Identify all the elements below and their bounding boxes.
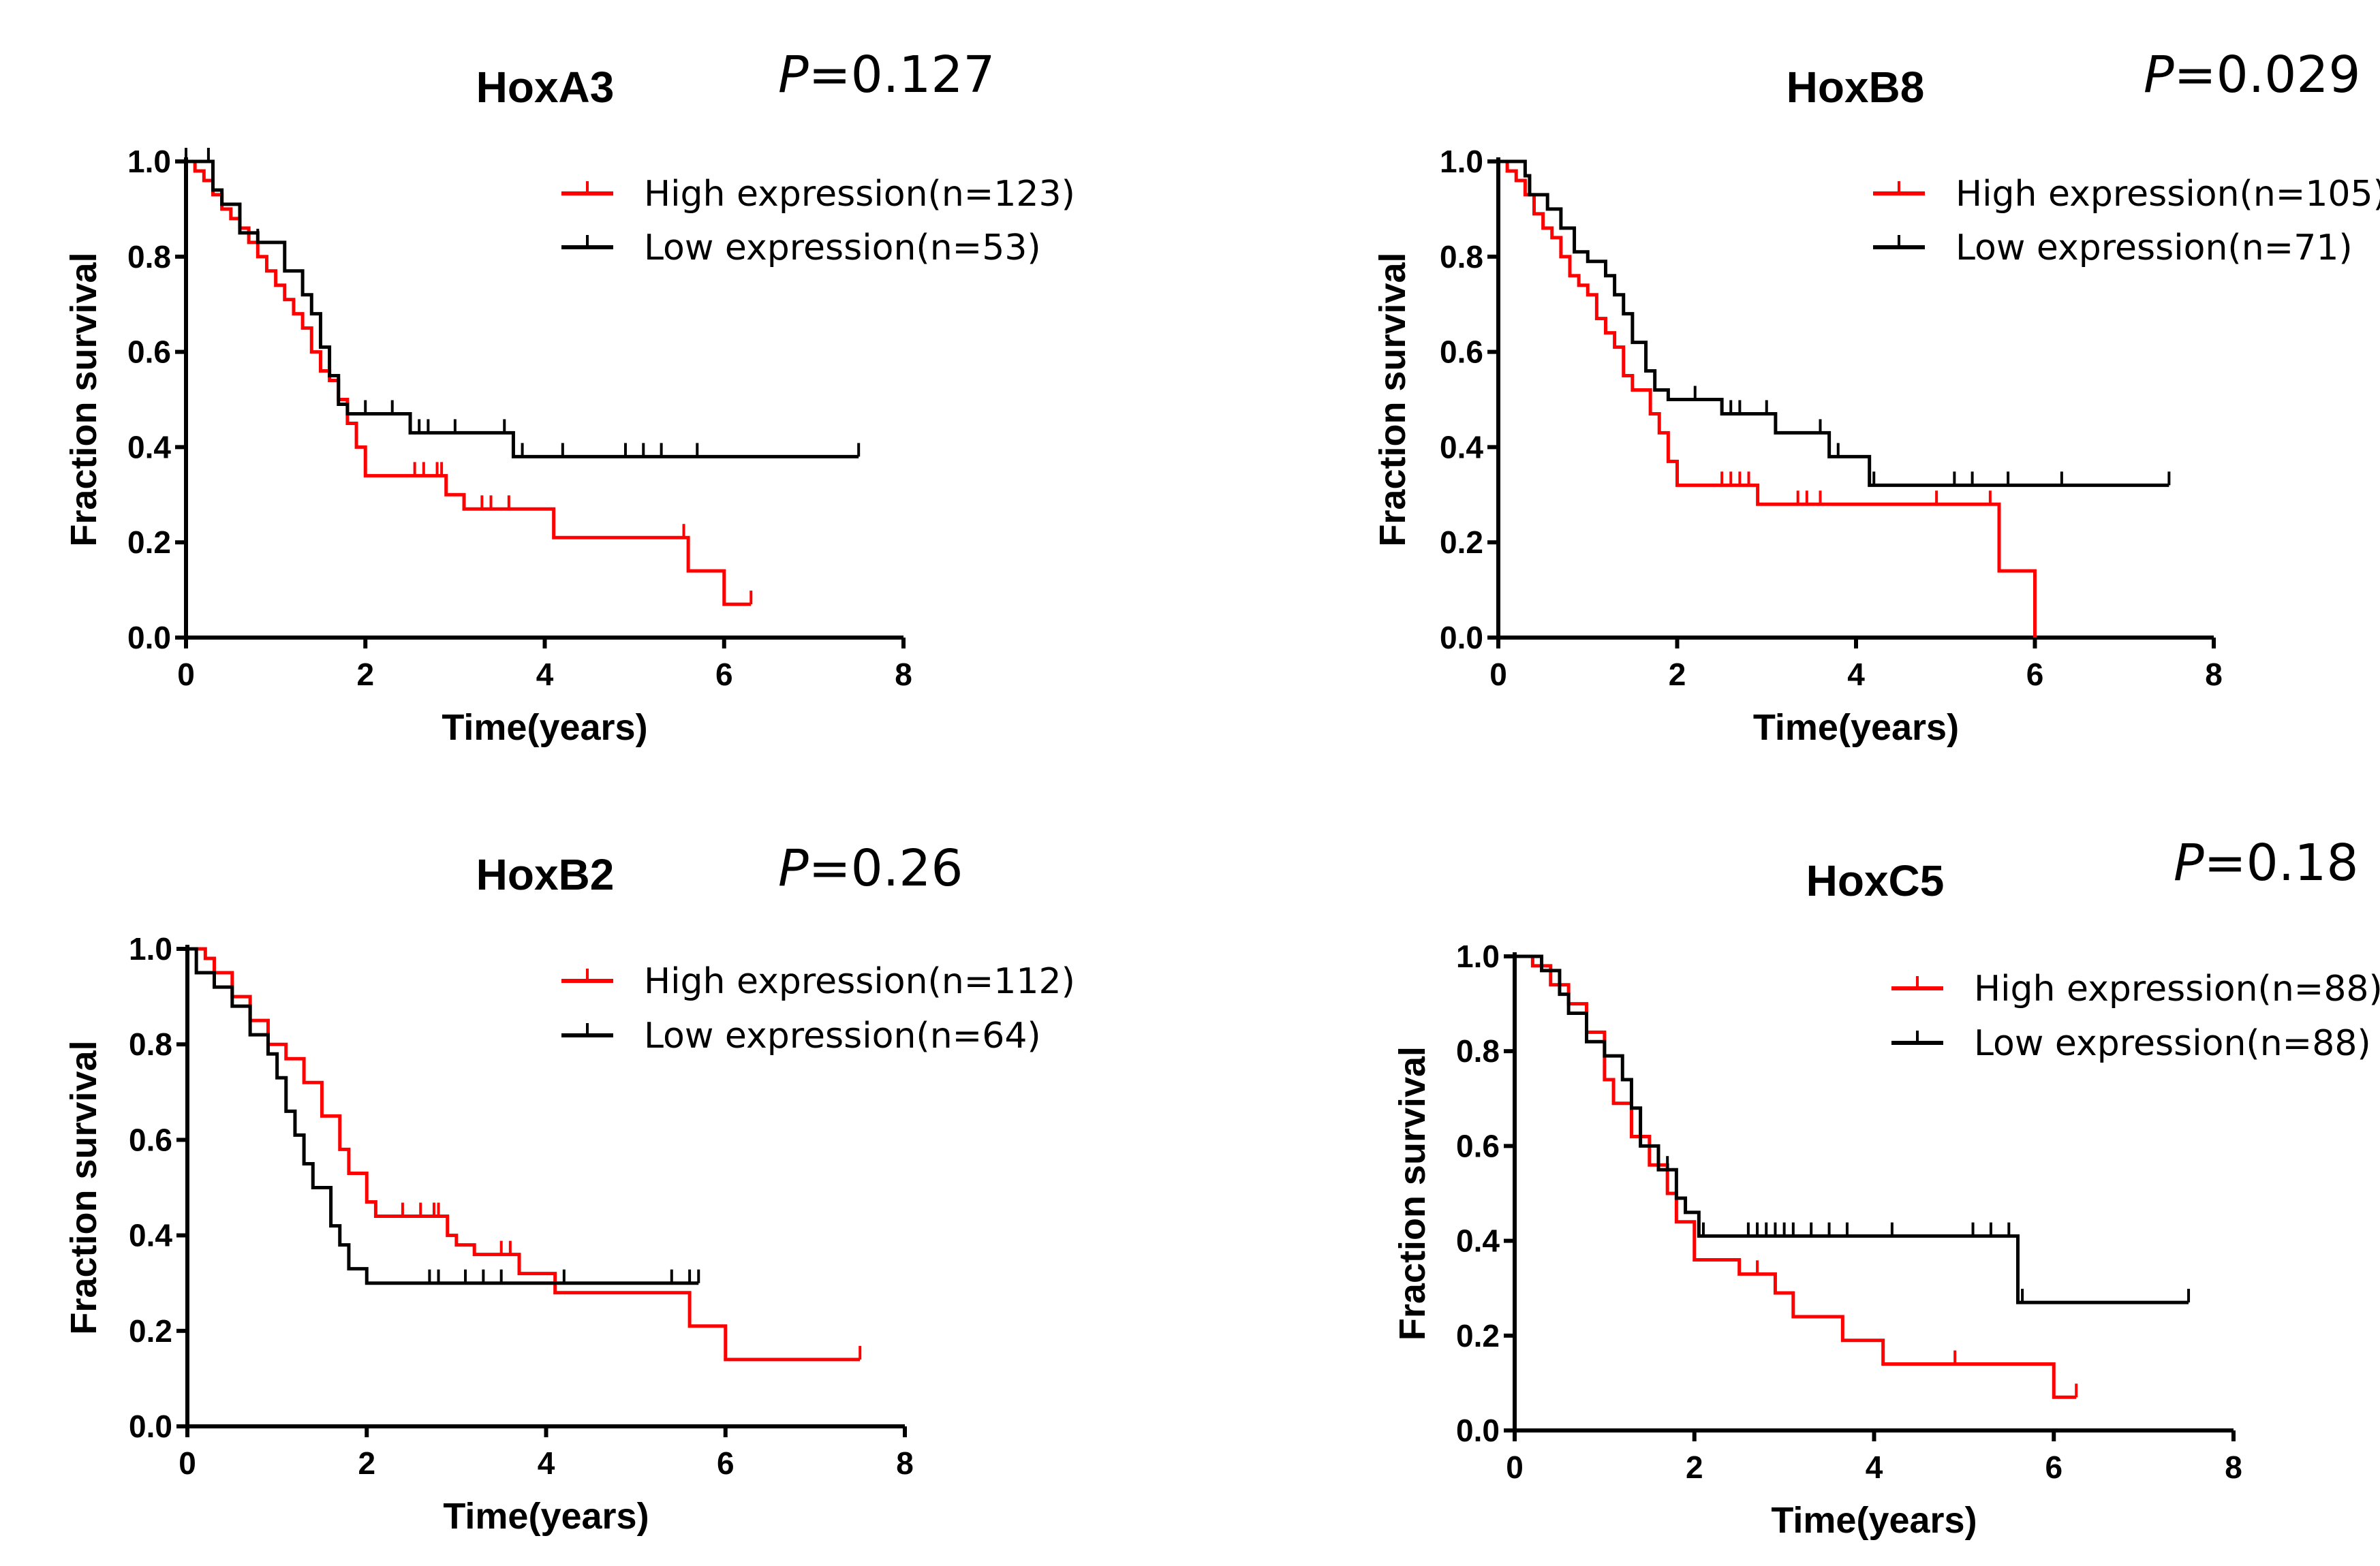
chart-title: HoxB2 [476, 850, 615, 899]
chart-title: HoxB8 [1787, 63, 1925, 112]
x-tick-label: 4 [1866, 1450, 1883, 1485]
y-tick-label: 0.8 [1456, 1033, 1500, 1069]
x-tick-label: 2 [356, 657, 374, 692]
legend-label: Low expression(n=53) [644, 228, 1041, 268]
chart-title: HoxC5 [1806, 856, 1945, 905]
y-tick-label: 0.0 [127, 620, 171, 655]
p-value: P=0.18 [2174, 834, 2358, 892]
series-low: Low expression(n=64) [187, 947, 1041, 1285]
p-number: =0.26 [809, 839, 963, 898]
series-high: High expression(n=123) [186, 159, 1075, 606]
x-tick-label: 4 [1847, 657, 1865, 692]
y-tick-label: 1.0 [1456, 939, 1500, 974]
x-tick-label: 0 [179, 1445, 196, 1481]
y-tick-label: 0.0 [129, 1409, 172, 1444]
survival-curve [186, 159, 752, 606]
x-tick-label: 2 [1686, 1450, 1703, 1485]
legend-label: Low expression(n=88) [1974, 1023, 2371, 1064]
y-tick-label: 1.0 [129, 931, 172, 967]
survival-curve [1515, 954, 2189, 1304]
y-tick-label: 0.2 [1440, 524, 1483, 560]
legend-label: High expression(n=123) [644, 174, 1075, 215]
y-axis-label: Fraction survival [63, 252, 104, 546]
x-tick-label: 2 [1669, 657, 1686, 692]
x-tick-label: 0 [177, 657, 195, 692]
p-label: P [2174, 834, 2204, 892]
x-tick-label: 2 [358, 1445, 375, 1481]
y-tick-label: 0.6 [1456, 1128, 1500, 1163]
series-high: High expression(n=105) [1498, 159, 2380, 638]
p-label: P [778, 839, 809, 898]
survival-curve [1498, 159, 2169, 487]
x-tick-label: 6 [715, 657, 733, 692]
legend-label: High expression(n=88) [1974, 969, 2380, 1009]
y-tick-label: 0.6 [1440, 334, 1483, 370]
legend-label: High expression(n=105) [1956, 174, 2380, 215]
p-value: P=0.127 [778, 46, 995, 104]
legend-label: Low expression(n=71) [1956, 228, 2353, 268]
p-number: =0.18 [2204, 834, 2359, 892]
y-tick-label: 1.0 [1440, 144, 1483, 179]
legend-label: Low expression(n=64) [644, 1016, 1041, 1056]
p-number: =0.029 [2174, 46, 2361, 104]
x-axis-label: Time(years) [442, 707, 647, 748]
y-tick-label: 0.2 [127, 524, 171, 560]
x-tick-label: 6 [717, 1445, 735, 1481]
chart-title: HoxA3 [476, 63, 615, 112]
y-tick-label: 0.0 [1456, 1413, 1500, 1448]
x-axis-label: Time(years) [1771, 1500, 1977, 1541]
p-value: P=0.029 [2144, 46, 2360, 104]
series-low: Low expression(n=53) [185, 148, 1041, 458]
y-tick-label: 0.0 [1440, 620, 1483, 655]
y-axis-label: Fraction survival [63, 1040, 104, 1334]
x-tick-label: 8 [2225, 1450, 2242, 1485]
x-axis-label: Time(years) [443, 1496, 649, 1537]
km-panel-hoxb8: HoxB8 P=0.029 0 2 4 6 8 0.0 0.2 0.4 0.6 0.8 1.0 Time(… [1372, 46, 2380, 748]
x-tick-label: 6 [2026, 657, 2044, 692]
series-high: High expression(n=112) [187, 947, 1075, 1362]
y-tick-label: 0.8 [127, 239, 171, 275]
y-tick-label: 0.8 [1440, 239, 1483, 275]
survival-curve [1498, 159, 2037, 638]
x-tick-label: 4 [536, 657, 554, 692]
legend-label: High expression(n=112) [644, 961, 1075, 1002]
y-axis-label: Fraction survival [1392, 1046, 1433, 1341]
x-tick-label: 8 [895, 657, 912, 692]
x-tick-label: 0 [1506, 1450, 1524, 1485]
y-tick-label: 0.6 [129, 1122, 172, 1157]
y-tick-label: 0.2 [1456, 1318, 1500, 1353]
series-low: Low expression(n=88) [1515, 954, 2371, 1304]
x-tick-label: 8 [896, 1445, 914, 1481]
p-number: =0.127 [809, 46, 995, 104]
km-panel-hoxb2: HoxB2 P=0.26 0 2 4 6 8 0.0 0.2 0.4 0.6 0.8 1.0 Time(y… [63, 839, 1075, 1537]
y-axis-label: Fraction survival [1372, 252, 1413, 546]
survival-curve [187, 947, 861, 1362]
y-tick-label: 0.2 [129, 1313, 172, 1349]
p-value: P=0.26 [778, 839, 963, 898]
p-label: P [778, 46, 809, 104]
survival-curve [187, 947, 699, 1285]
x-tick-label: 8 [2205, 657, 2223, 692]
survival-curve [186, 159, 859, 458]
km-panel-hoxa3: HoxA3 P=0.127 0 2 4 6 8 0.0 0.2 0.4 0.6 0.8 1.0 Time(… [63, 46, 1075, 748]
y-tick-label: 0.4 [1456, 1223, 1500, 1259]
x-tick-label: 4 [538, 1445, 555, 1481]
y-tick-label: 0.8 [129, 1027, 172, 1062]
y-tick-label: 0.4 [127, 429, 171, 465]
x-tick-label: 0 [1489, 657, 1507, 692]
p-label: P [2144, 46, 2174, 104]
y-tick-label: 1.0 [127, 144, 171, 179]
y-tick-label: 0.4 [129, 1218, 172, 1253]
km-panel-hoxc5: HoxC5 P=0.18 0 2 4 6 8 0.0 0.2 0.4 0.6 0.8 1.0 Time(y… [1392, 834, 2380, 1541]
x-axis-label: Time(years) [1753, 707, 1959, 748]
x-tick-label: 6 [2045, 1450, 2062, 1485]
y-tick-label: 0.4 [1440, 429, 1483, 465]
series-low: Low expression(n=71) [1498, 159, 2353, 487]
y-tick-label: 0.6 [127, 334, 171, 370]
